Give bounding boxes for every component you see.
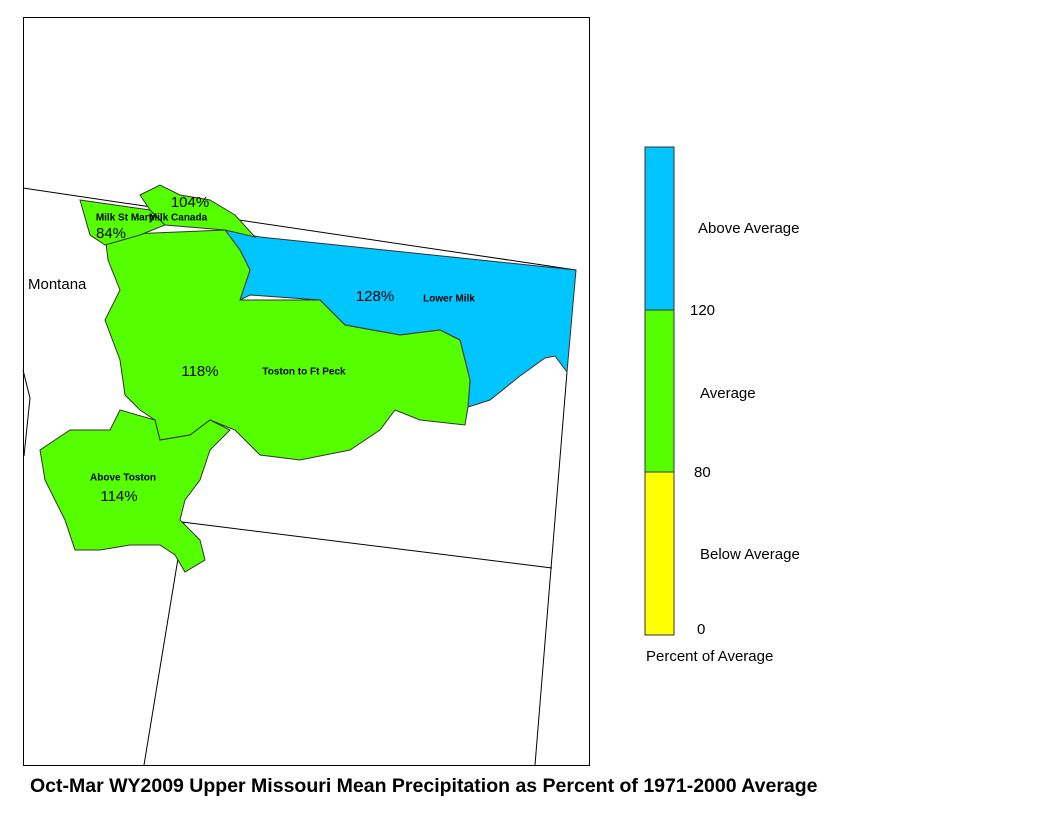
border-line — [22, 187, 577, 271]
legend-class: Below Average — [700, 546, 800, 563]
basin-name: Above Toston — [90, 473, 156, 484]
legend: Above Average Average Below Average 120 … — [644, 146, 800, 665]
state-line — [143, 521, 185, 766]
legend-title: Percent of Average — [646, 648, 773, 665]
legend-swatch — [644, 309, 675, 473]
basin-percent: 128% — [356, 288, 394, 305]
legend-class: Above Average — [698, 220, 799, 237]
basins — [39, 184, 577, 573]
basin-above-toston — [39, 409, 231, 573]
state-line — [534, 371, 568, 766]
basin-milk-canada — [139, 184, 257, 238]
basin-name: Milk St Mary — [96, 213, 155, 224]
state-line — [22, 369, 31, 457]
basin-name: Milk Canada — [149, 213, 208, 224]
boundaries — [22, 187, 577, 766]
legend-swatch — [644, 146, 675, 311]
legend-tick: 80 — [694, 464, 711, 481]
legend-tick: 120 — [690, 302, 715, 319]
state-label: Montana — [28, 276, 87, 293]
legend-class: Average — [700, 385, 756, 402]
basin-percent: 104% — [171, 194, 209, 211]
basin-percent: 114% — [100, 488, 137, 505]
basin-percent: 118% — [181, 363, 218, 380]
basin-toston-ft-peck — [104, 229, 471, 461]
map-title: Oct-Mar WY2009 Upper Missouri Mean Preci… — [30, 775, 818, 797]
state-line — [181, 521, 553, 569]
basin-name: Lower Milk — [423, 294, 475, 305]
basin-percent: 84% — [96, 225, 126, 242]
basin-name: Toston to Ft Peck — [262, 367, 346, 378]
legend-swatch — [644, 471, 675, 636]
legend-tick: 0 — [697, 621, 705, 638]
